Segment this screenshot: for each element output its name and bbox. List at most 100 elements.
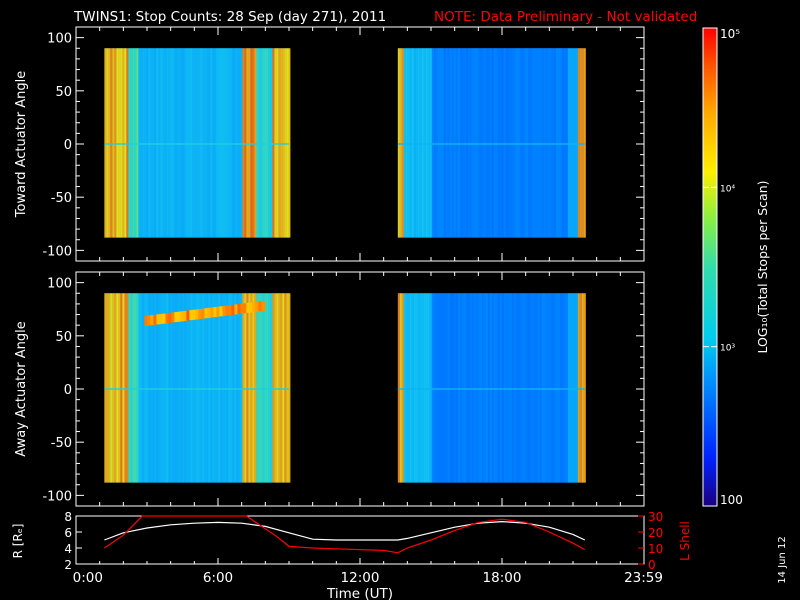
- away-heat-column: [541, 293, 544, 483]
- away-hot-band: [204, 308, 209, 319]
- away-heat-column: [499, 293, 502, 483]
- away-heat-column: [122, 293, 125, 483]
- toward-heat-column: [222, 48, 225, 238]
- toward-heat-column: [413, 48, 416, 238]
- toward-heat-column: [415, 48, 418, 238]
- toward-heat-column: [507, 48, 510, 238]
- x-tick-label: 0:00: [73, 570, 103, 586]
- away-zero-band: [397, 388, 585, 390]
- away-heat-column: [248, 293, 251, 483]
- toward-heat-column: [112, 48, 115, 238]
- toward-heat-column: [447, 48, 450, 238]
- toward-heat-column: [128, 48, 131, 238]
- away-heat-column: [557, 293, 560, 483]
- away-hot-band: [219, 306, 224, 317]
- x-axis-label: Time (UT): [326, 586, 393, 600]
- toward-heat-column: [188, 48, 191, 238]
- orbit-lines: [104, 515, 586, 554]
- away-heat-column: [567, 293, 570, 483]
- toward-heat-column: [431, 48, 434, 238]
- toward-heat-column: [200, 48, 203, 238]
- away-heat-column: [521, 293, 524, 483]
- away-heat-column: [509, 293, 512, 483]
- colorbar-tick-label: 10⁴: [720, 184, 735, 194]
- away-heat-column: [427, 293, 430, 483]
- toward-heat-column: [479, 48, 482, 238]
- away-heat-column: [120, 293, 123, 483]
- toward-heat-column: [148, 48, 151, 238]
- toward-heat-column: [473, 48, 476, 238]
- toward-heat-column: [108, 48, 111, 238]
- away-heat-column: [284, 293, 287, 483]
- away-heat-column: [513, 293, 516, 483]
- away-heat-column: [561, 293, 564, 483]
- away-heat-column: [140, 293, 143, 483]
- toward-heat-column: [168, 48, 171, 238]
- toward-heat-column: [166, 48, 169, 238]
- toward-heat-column: [258, 48, 261, 238]
- away-heat-column: [250, 293, 253, 483]
- toward-heat-column: [455, 48, 458, 238]
- toward-heat-column: [212, 48, 215, 238]
- toward-heat-column: [547, 48, 550, 238]
- away-heat-column: [264, 293, 267, 483]
- toward-heat-column: [543, 48, 546, 238]
- away-heat-column: [409, 293, 412, 483]
- toward-heat-column: [437, 48, 440, 238]
- colorbar-tick-label: 10³: [720, 344, 735, 354]
- orbit-left-tick-label: 8: [64, 510, 72, 524]
- toward-heat-column: [156, 48, 159, 238]
- away-heat-column: [583, 293, 586, 483]
- toward-heat-column: [122, 48, 125, 238]
- toward-heat-column: [262, 48, 265, 238]
- toward-heat-column: [417, 48, 420, 238]
- away-heat-column: [272, 293, 275, 483]
- data-note: NOTE: Data Preliminary - Not validated: [434, 9, 697, 25]
- toward-heat-column: [146, 48, 149, 238]
- away-heat-column: [162, 293, 165, 483]
- toward-heat-column: [158, 48, 161, 238]
- away-heat-column: [563, 293, 566, 483]
- away-hot-band: [198, 308, 203, 319]
- toward-heat-column: [545, 48, 548, 238]
- toward-heat-column: [411, 48, 414, 238]
- toward-heat-column: [557, 48, 560, 238]
- away-heat-column: [429, 293, 432, 483]
- away-heat-column: [411, 293, 414, 483]
- toward-heat-column: [485, 48, 488, 238]
- x-tick-label: 18:00: [483, 570, 522, 586]
- away-hot-band: [183, 310, 188, 321]
- toward-heat-column: [489, 48, 492, 238]
- away-hot-band: [252, 302, 257, 313]
- toward-heat-column: [192, 48, 195, 238]
- away-heat-column: [220, 293, 223, 483]
- toward-heat-column: [451, 48, 454, 238]
- away-heat-column: [238, 293, 241, 483]
- r-series-line: [104, 520, 586, 541]
- toward-heat-column: [509, 48, 512, 238]
- toward-heat-column: [144, 48, 147, 238]
- away-heat-column: [451, 293, 454, 483]
- toward-heat-column: [272, 48, 275, 238]
- away-heat-column: [579, 293, 582, 483]
- toward-heat-column: [583, 48, 586, 238]
- toward-heat-column: [407, 48, 410, 238]
- x-tick-label: 23:59: [624, 570, 663, 586]
- away-heat-column: [218, 293, 221, 483]
- away-heat-column: [278, 293, 281, 483]
- away-heat-column: [457, 293, 460, 483]
- away-hot-band: [207, 307, 212, 318]
- away-heat-column: [182, 293, 185, 483]
- colorbar-tick-label: 100: [720, 493, 743, 507]
- y-tick-label: 0: [64, 383, 72, 398]
- away-heat-column: [158, 293, 161, 483]
- away-heat-column: [505, 293, 508, 483]
- toward-heat-column: [495, 48, 498, 238]
- toward-heat-column: [551, 48, 554, 238]
- away-heat-column: [152, 293, 155, 483]
- away-heat-column: [517, 293, 520, 483]
- away-heat-column: [170, 293, 173, 483]
- toward-heat-column: [517, 48, 520, 238]
- toward-heat-column: [519, 48, 522, 238]
